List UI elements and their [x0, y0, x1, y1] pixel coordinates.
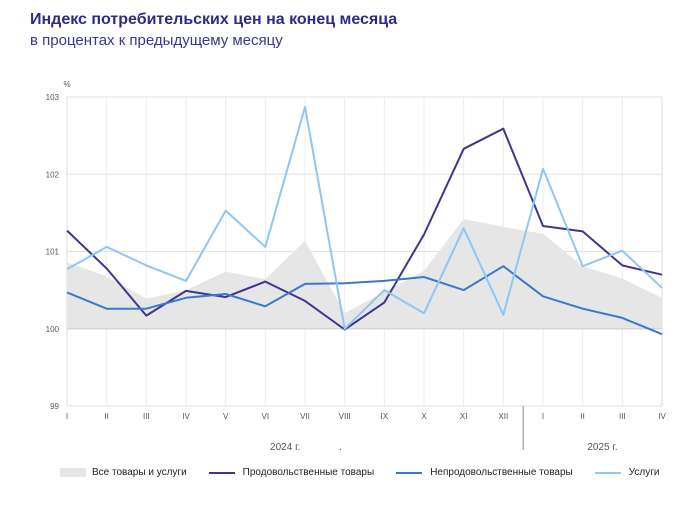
legend-item-services: Услуги: [594, 467, 660, 478]
chart-title: Индекс потребительских цен на конец меся…: [30, 11, 398, 28]
year-label-dot: .: [339, 442, 342, 453]
y-tick-label: 100: [46, 325, 60, 334]
legend-item-food: Продовольственные товары: [208, 467, 375, 478]
x-tick-label: III: [619, 412, 626, 421]
x-tick-label: V: [223, 412, 229, 421]
x-tick-label: VIII: [339, 412, 351, 421]
y-axis-label: %: [63, 80, 70, 89]
x-tick-label: IV: [658, 412, 666, 421]
x-tick-label: III: [143, 412, 150, 421]
legend-label-services: Услуги: [628, 467, 660, 478]
x-tick-label: II: [580, 412, 584, 421]
x-tick-label: I: [542, 412, 544, 421]
legend-swatch-food: [208, 471, 235, 474]
x-tick-label: X: [421, 412, 427, 421]
x-tick-label: IX: [381, 412, 389, 421]
y-tick-label: 102: [46, 170, 60, 179]
x-tick-label: II: [104, 412, 108, 421]
legend-label-all: Все товары и услуги: [92, 467, 187, 478]
legend-label-nonfood: Непродовольственные товары: [430, 467, 573, 478]
x-tick-label: IV: [182, 412, 190, 421]
legend-item-all: Все товары и услуги: [60, 467, 187, 478]
legend-label-food: Продовольственные товары: [242, 467, 375, 478]
y-tick-label: 103: [46, 93, 60, 102]
y-tick-label: 101: [46, 248, 60, 257]
grid: [66, 96, 663, 407]
legend-swatch-nonfood: [396, 471, 423, 474]
area-series: [67, 219, 662, 330]
y-tick-label: 99: [50, 402, 59, 411]
legend-swatch-all: [60, 468, 86, 477]
x-tick-label: VI: [262, 412, 270, 421]
legend-item-nonfood: Непродовольственные товары: [396, 467, 573, 478]
x-tick-label: XII: [498, 412, 508, 421]
legend: Все товары и услуги Продовольственные то…: [60, 467, 682, 478]
year-label: 2025 г.: [587, 442, 617, 453]
line-services: [66, 106, 663, 330]
line-nonfood: [66, 265, 663, 336]
x-tick-label: I: [66, 412, 68, 421]
chart-subtitle: в процентах к предыдущему месяцу: [30, 32, 283, 49]
area-all-goods-services: [67, 219, 662, 329]
legend-swatch-services: [594, 471, 621, 474]
x-tick-label: XI: [460, 412, 468, 421]
year-label: 2024 г.: [270, 442, 300, 453]
x-tick-label: VII: [300, 412, 310, 421]
line-series: [66, 106, 663, 336]
